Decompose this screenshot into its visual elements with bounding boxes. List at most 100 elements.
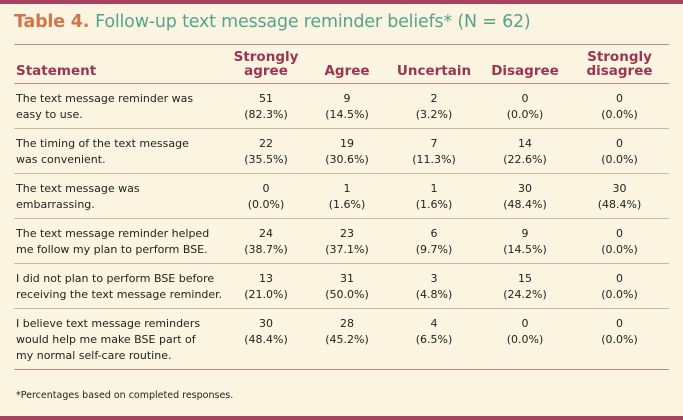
count: 22: [259, 137, 273, 150]
count: 30: [518, 182, 532, 195]
statement-line: me follow my plan to perform BSE.: [16, 243, 208, 256]
table-row: The timing of the text message was conve…: [14, 128, 669, 174]
header-row: Statement Strongly agree Agree Uncertain…: [14, 48, 669, 84]
uncertain-cell: 2 (3.2%): [388, 83, 480, 129]
count: 24: [259, 227, 273, 240]
statement-line: embarrassing.: [16, 198, 95, 211]
header-disagree: Disagree: [480, 48, 570, 84]
percent: (21.0%): [244, 288, 288, 301]
statement-line: was convenient.: [16, 153, 106, 166]
count: 0: [262, 182, 270, 195]
strongly-disagree-cell: 0 (0.0%): [570, 83, 669, 129]
percent: (0.0%): [506, 333, 544, 346]
count: 0: [616, 227, 623, 240]
header-strongly-agree-line-1: Strongly: [233, 49, 299, 65]
agree-cell: 31 (50.0%): [306, 263, 388, 309]
count: 31: [340, 272, 354, 285]
percent: (37.1%): [325, 243, 369, 256]
header-strongly-agree-line-2: agree: [244, 63, 288, 79]
statement-line: The text message was: [16, 182, 140, 195]
statement-cell: The text message reminder helped me foll…: [14, 218, 226, 264]
count: 0: [521, 317, 529, 330]
strongly-agree-cell: 22 (35.5%): [226, 128, 306, 174]
strongly-disagree-cell: 0 (0.0%): [570, 308, 669, 370]
percent: (48.4%): [244, 333, 288, 346]
count: 0: [616, 272, 623, 285]
agree-cell: 9 (14.5%): [306, 83, 388, 129]
statement-line: The timing of the text message: [16, 137, 189, 150]
statement-line: I did not plan to perform BSE before: [16, 272, 215, 285]
disagree-cell: 30 (48.4%): [480, 173, 570, 219]
table-row: The text message was embarrassing. 0 (0.0…: [14, 173, 669, 219]
statement-line: I believe text message reminders: [16, 317, 201, 330]
count: 14: [518, 137, 532, 150]
strongly-agree-cell: 13 (21.0%): [226, 263, 306, 309]
disagree-cell: 15 (24.2%): [480, 263, 570, 309]
percent: (0.0%): [601, 153, 638, 166]
percent: (1.6%): [415, 198, 453, 211]
agree-cell: 1 (1.6%): [306, 173, 388, 219]
percent: (35.5%): [244, 153, 288, 166]
count: 28: [340, 317, 354, 330]
percent: (0.0%): [601, 333, 638, 346]
percent: (38.7%): [244, 243, 288, 256]
statement-cell: The text message was embarrassing.: [14, 173, 226, 219]
count: 6: [430, 227, 438, 240]
percent: (50.0%): [325, 288, 369, 301]
header-strongly-disagree-line-1: Strongly: [587, 49, 652, 65]
percent: (4.8%): [415, 288, 453, 301]
disagree-cell: 0 (0.0%): [480, 308, 570, 370]
percent: (82.3%): [244, 108, 288, 121]
strongly-disagree-cell: 0 (0.0%): [570, 128, 669, 174]
count: 15: [518, 272, 532, 285]
count: 1: [343, 182, 351, 195]
percent: (22.6%): [503, 153, 547, 166]
statement-cell: I believe text message reminders would h…: [14, 308, 226, 370]
count: 4: [430, 317, 438, 330]
uncertain-cell: 7 (11.3%): [388, 128, 480, 174]
agree-cell: 19 (30.6%): [306, 128, 388, 174]
percent: (0.0%): [247, 198, 285, 211]
count: 30: [259, 317, 273, 330]
count: 0: [616, 317, 623, 330]
percent: (9.7%): [415, 243, 453, 256]
percent: (3.2%): [415, 108, 453, 121]
count: 0: [616, 92, 623, 105]
count: 9: [521, 227, 529, 240]
table-title: Table 4. Follow-up text message reminder…: [14, 12, 531, 32]
uncertain-cell: 6 (9.7%): [388, 218, 480, 264]
count: 1: [430, 182, 438, 195]
percent: (0.0%): [601, 108, 638, 121]
table-row: I believe text message reminders would h…: [14, 308, 669, 370]
disagree-cell: 0 (0.0%): [480, 83, 570, 129]
percent: (14.5%): [325, 108, 369, 121]
strongly-agree-cell: 51 (82.3%): [226, 83, 306, 129]
beliefs-table: Statement Strongly agree Agree Uncertain…: [14, 48, 669, 370]
table-title-label: Table 4.: [14, 12, 90, 32]
count: 23: [340, 227, 354, 240]
count: 51: [259, 92, 273, 105]
statement-line: easy to use.: [16, 108, 83, 121]
disagree-cell: 14 (22.6%): [480, 128, 570, 174]
statement-cell: The timing of the text message was conve…: [14, 128, 226, 174]
count: 30: [612, 182, 627, 195]
count: 7: [430, 137, 438, 150]
count: 0: [521, 92, 529, 105]
count: 3: [430, 272, 438, 285]
percent: (24.2%): [503, 288, 547, 301]
count: 13: [259, 272, 273, 285]
percent: (0.0%): [601, 243, 638, 256]
statement-cell: The text message reminder was easy to us…: [14, 83, 226, 129]
strongly-agree-cell: 24 (38.7%): [226, 218, 306, 264]
count: 0: [616, 137, 623, 150]
header-strongly-agree: Strongly agree: [226, 48, 306, 84]
table-footnote: *Percentages based on completed response…: [16, 390, 234, 401]
percent: (48.4%): [597, 198, 642, 211]
agree-cell: 23 (37.1%): [306, 218, 388, 264]
uncertain-cell: 1 (1.6%): [388, 173, 480, 219]
strongly-disagree-cell: 30 (48.4%): [570, 173, 669, 219]
strongly-agree-cell: 0 (0.0%): [226, 173, 306, 219]
percent: (0.0%): [506, 108, 544, 121]
count: 9: [343, 92, 351, 105]
disagree-cell: 9 (14.5%): [480, 218, 570, 264]
